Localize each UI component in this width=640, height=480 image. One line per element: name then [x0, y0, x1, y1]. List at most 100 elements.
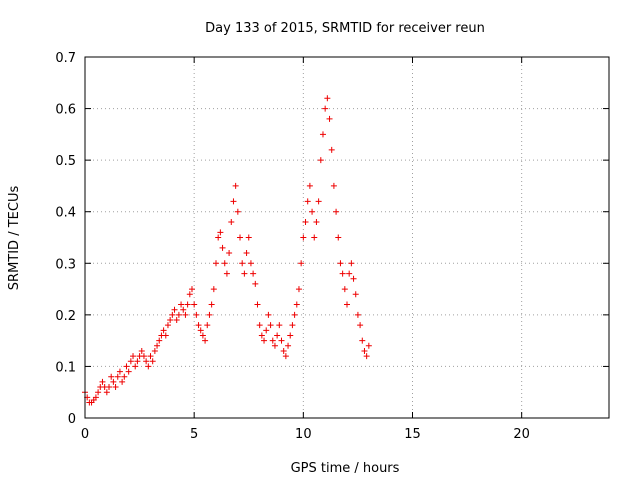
data-point	[359, 337, 366, 344]
data-point	[330, 182, 337, 189]
data-point	[361, 347, 368, 354]
data-point	[171, 306, 178, 313]
data-point	[339, 270, 346, 277]
data-point	[221, 260, 228, 267]
data-point	[175, 311, 182, 318]
x-axis-label: GPS time / hours	[291, 461, 400, 476]
data-point	[173, 317, 180, 324]
data-point	[125, 368, 132, 375]
data-point	[213, 260, 219, 267]
data-point	[295, 286, 302, 293]
y-tick-label: 0.3	[55, 257, 76, 272]
data-point	[357, 322, 364, 329]
data-point	[239, 260, 246, 267]
data-point	[241, 270, 248, 277]
data-point	[365, 342, 372, 349]
data-point	[215, 234, 222, 241]
data-point	[324, 95, 331, 102]
data-point	[280, 347, 287, 354]
data-point	[337, 260, 344, 267]
data-point	[341, 286, 348, 293]
data-point	[134, 358, 141, 365]
x-tick-label: 0	[81, 427, 89, 442]
data-point	[184, 301, 191, 308]
data-point	[121, 373, 128, 380]
data-point	[333, 208, 340, 215]
data-point	[223, 270, 230, 277]
data-point	[328, 146, 335, 153]
y-tick-label: 0.6	[55, 103, 76, 118]
data-point	[110, 378, 117, 385]
data-point	[311, 234, 318, 241]
data-point	[300, 234, 307, 241]
axis-ticks: 0 0.1 0.2 0.3 0.4 0.5 0.6 0.7 0 5 10 15 20	[55, 51, 609, 442]
data-point	[291, 311, 298, 318]
data-point	[304, 198, 311, 205]
data-point	[130, 353, 137, 360]
data-point	[258, 332, 265, 339]
data-point	[106, 384, 113, 391]
grid-lines	[85, 57, 609, 418]
data-point	[147, 353, 154, 360]
x-tick-label: 10	[295, 427, 312, 442]
data-point	[112, 384, 119, 391]
data-point	[127, 358, 134, 365]
data-point	[208, 301, 215, 308]
data-point	[206, 311, 213, 318]
data-point	[363, 353, 370, 360]
y-tick-label: 0.5	[55, 154, 76, 169]
data-point	[237, 234, 244, 241]
data-point	[151, 347, 158, 354]
data-point	[210, 286, 217, 293]
data-point	[180, 306, 187, 313]
data-point	[335, 234, 342, 241]
y-tick-label: 0.2	[55, 309, 76, 324]
data-point	[204, 322, 211, 329]
data-point	[261, 337, 268, 344]
data-point	[92, 394, 99, 401]
data-point	[247, 260, 254, 267]
data-point	[352, 291, 359, 298]
data-point	[167, 317, 174, 324]
data-point	[354, 311, 361, 318]
data-point	[309, 208, 316, 215]
data-point	[132, 363, 139, 370]
data-point	[263, 327, 270, 334]
data-points	[82, 95, 372, 406]
data-point	[302, 219, 309, 226]
data-point	[188, 286, 195, 293]
data-point	[195, 322, 202, 329]
data-point	[202, 337, 209, 344]
data-point	[178, 301, 185, 308]
data-point	[317, 157, 324, 164]
data-point	[269, 337, 276, 344]
data-point	[256, 322, 263, 329]
y-tick-label: 0	[68, 412, 76, 427]
data-point	[191, 301, 198, 308]
data-point	[243, 249, 250, 256]
data-point	[285, 342, 292, 349]
data-point	[108, 373, 115, 380]
data-point	[145, 363, 152, 370]
data-point	[103, 389, 110, 396]
data-point	[169, 311, 176, 318]
data-point	[315, 198, 322, 205]
data-point	[282, 353, 289, 360]
data-point	[197, 327, 204, 334]
data-point	[306, 182, 313, 189]
chart-title: Day 133 of 2015, SRMTID for receiver reu…	[205, 21, 485, 36]
y-tick-label: 0.1	[55, 360, 76, 375]
data-point	[228, 219, 235, 226]
data-point	[162, 332, 169, 339]
data-point	[99, 378, 106, 385]
data-point	[289, 322, 296, 329]
data-point	[298, 260, 305, 267]
data-point	[287, 332, 294, 339]
y-axis-label: SRMTID / TECUs	[7, 186, 22, 291]
data-point	[234, 208, 241, 215]
data-point	[271, 342, 278, 349]
data-point	[226, 249, 233, 256]
data-point	[160, 327, 167, 334]
data-point	[114, 373, 121, 380]
data-point	[95, 389, 102, 396]
